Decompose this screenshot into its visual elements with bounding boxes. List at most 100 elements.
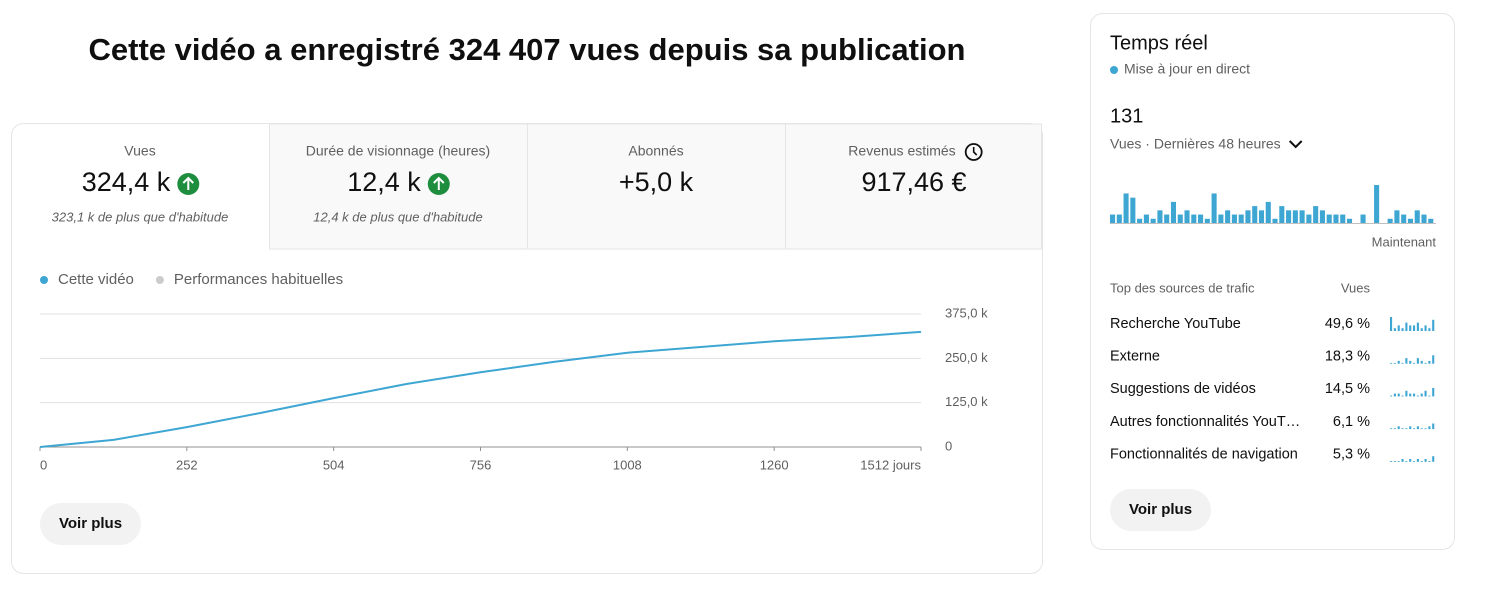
source-spark-bar (1420, 328, 1423, 331)
source-spark-bar (1416, 358, 1419, 364)
source-spark-bar (1397, 461, 1400, 462)
source-spark-bar (1424, 459, 1427, 462)
realtime-bar (1292, 210, 1298, 223)
source-spark-bar (1390, 461, 1393, 462)
source-spark-bar (1413, 362, 1416, 364)
source-spark-bar (1393, 328, 1396, 331)
period-chevron[interactable] (1288, 140, 1303, 149)
source-value: 6,1 % (1333, 414, 1370, 430)
realtime-card (1090, 13, 1455, 550)
realtime-bar (1130, 197, 1136, 223)
realtime-bar (1286, 210, 1292, 223)
realtime-bar (1313, 206, 1319, 223)
source-spark-bar (1428, 426, 1431, 430)
source-spark-bar (1428, 461, 1431, 462)
realtime-bar (1258, 210, 1265, 223)
legend-label: Cette vidéo (58, 271, 134, 288)
source-spark-bar (1413, 325, 1416, 331)
realtime-bar (1164, 214, 1170, 223)
realtime-bar (1184, 210, 1190, 223)
metric-tab[interactable] (269, 123, 528, 250)
trend-arrow (182, 176, 194, 190)
legend-dot (155, 276, 164, 284)
source-spark-bar (1428, 395, 1431, 397)
metric-label: Abonnés (628, 143, 683, 159)
source-spark-bar (1390, 395, 1393, 397)
source-spark-bar (1401, 428, 1404, 430)
source-spark-bar (1409, 393, 1412, 397)
x-tick-label: 1008 (613, 457, 642, 472)
voir-plus-button[interactable] (1110, 489, 1211, 531)
x-tick-label: 756 (470, 457, 492, 472)
source-spark-bar (1420, 461, 1423, 462)
now-label: Maintenant (1372, 234, 1437, 249)
y-tick-label: 125,0 k (945, 394, 988, 409)
source-value: 5,3 % (1333, 447, 1370, 463)
metric-value: +5,0 k (619, 167, 694, 197)
voir-plus-button[interactable] (40, 503, 141, 545)
realtime-bar (1191, 214, 1197, 223)
realtime-bar (1407, 218, 1413, 223)
realtime-bar (1299, 210, 1305, 223)
metric-value: 324,4 k (82, 167, 171, 197)
source-spark-bar (1420, 428, 1423, 430)
realtime-bar (1198, 214, 1204, 223)
metric-value: 12,4 k (347, 167, 421, 197)
source-spark-bar (1432, 319, 1435, 331)
legend-dot (40, 276, 48, 284)
realtime-bar (1319, 210, 1325, 223)
source-name: Fonctionnalités de navigation (1110, 447, 1298, 463)
source-spark-bar (1432, 355, 1435, 364)
source-name: Externe (1110, 349, 1160, 365)
metric-label: Durée de visionnage (heures) (306, 143, 490, 159)
realtime-bar (1137, 218, 1143, 223)
metric-note: 323,1 k de plus que d'habitude (52, 209, 229, 224)
clock-icon (964, 143, 983, 161)
realtime-bar (1225, 210, 1231, 223)
source-value: 49,6 % (1325, 316, 1370, 332)
source-spark-bar (1416, 395, 1419, 397)
realtime-bar (1110, 214, 1116, 223)
voir-plus-label: Voir plus (1129, 501, 1192, 518)
realtime-bar (1143, 214, 1149, 223)
source-spark-bar (1432, 456, 1435, 462)
realtime-bar (1340, 214, 1346, 223)
realtime-bar (1218, 214, 1224, 223)
metric-note: 12,4 k de plus que d'habitude (313, 209, 482, 224)
realtime-bar (1204, 218, 1210, 223)
live-dot (1110, 66, 1118, 74)
source-spark-bar (1405, 428, 1408, 430)
source-spark-bar (1401, 362, 1404, 364)
realtime-bar (1394, 210, 1400, 223)
realtime-bar (1231, 214, 1237, 223)
source-name: Recherche YouTube (1110, 316, 1241, 332)
source-spark-bar (1405, 358, 1408, 364)
metric-value: 917,46 € (861, 167, 966, 197)
realtime-bar (1279, 206, 1285, 223)
y-tick-label: 375,0 k (945, 305, 988, 320)
source-spark-bar (1397, 360, 1400, 364)
x-tick-label: 1260 (760, 457, 789, 472)
source-spark-bar (1390, 428, 1393, 430)
voir-plus-label: Voir plus (59, 515, 122, 532)
y-tick-label: 0 (945, 438, 952, 453)
realtime-bar (1265, 201, 1271, 223)
source-spark-bar (1393, 461, 1396, 462)
realtime-bar (1401, 214, 1407, 223)
source-spark-bar (1401, 459, 1404, 462)
source-spark-bar (1401, 328, 1404, 331)
realtime-title: Temps réel (1110, 32, 1208, 54)
metric-tab[interactable] (785, 123, 1042, 250)
realtime-bar (1360, 214, 1366, 223)
y-tick-label: 250,0 k (945, 350, 988, 365)
source-spark-bar (1405, 390, 1408, 397)
x-tick-label: 504 (323, 457, 345, 472)
source-spark-bar (1405, 322, 1408, 331)
metric-tab[interactable] (527, 123, 786, 250)
realtime-period: Vues · Dernières 48 heures (1110, 136, 1281, 152)
legend-label: Performances habituelles (174, 271, 343, 288)
source-spark-bar (1432, 423, 1435, 430)
sources-title: Top des sources de trafic (1110, 280, 1255, 295)
source-spark-bar (1424, 362, 1427, 364)
